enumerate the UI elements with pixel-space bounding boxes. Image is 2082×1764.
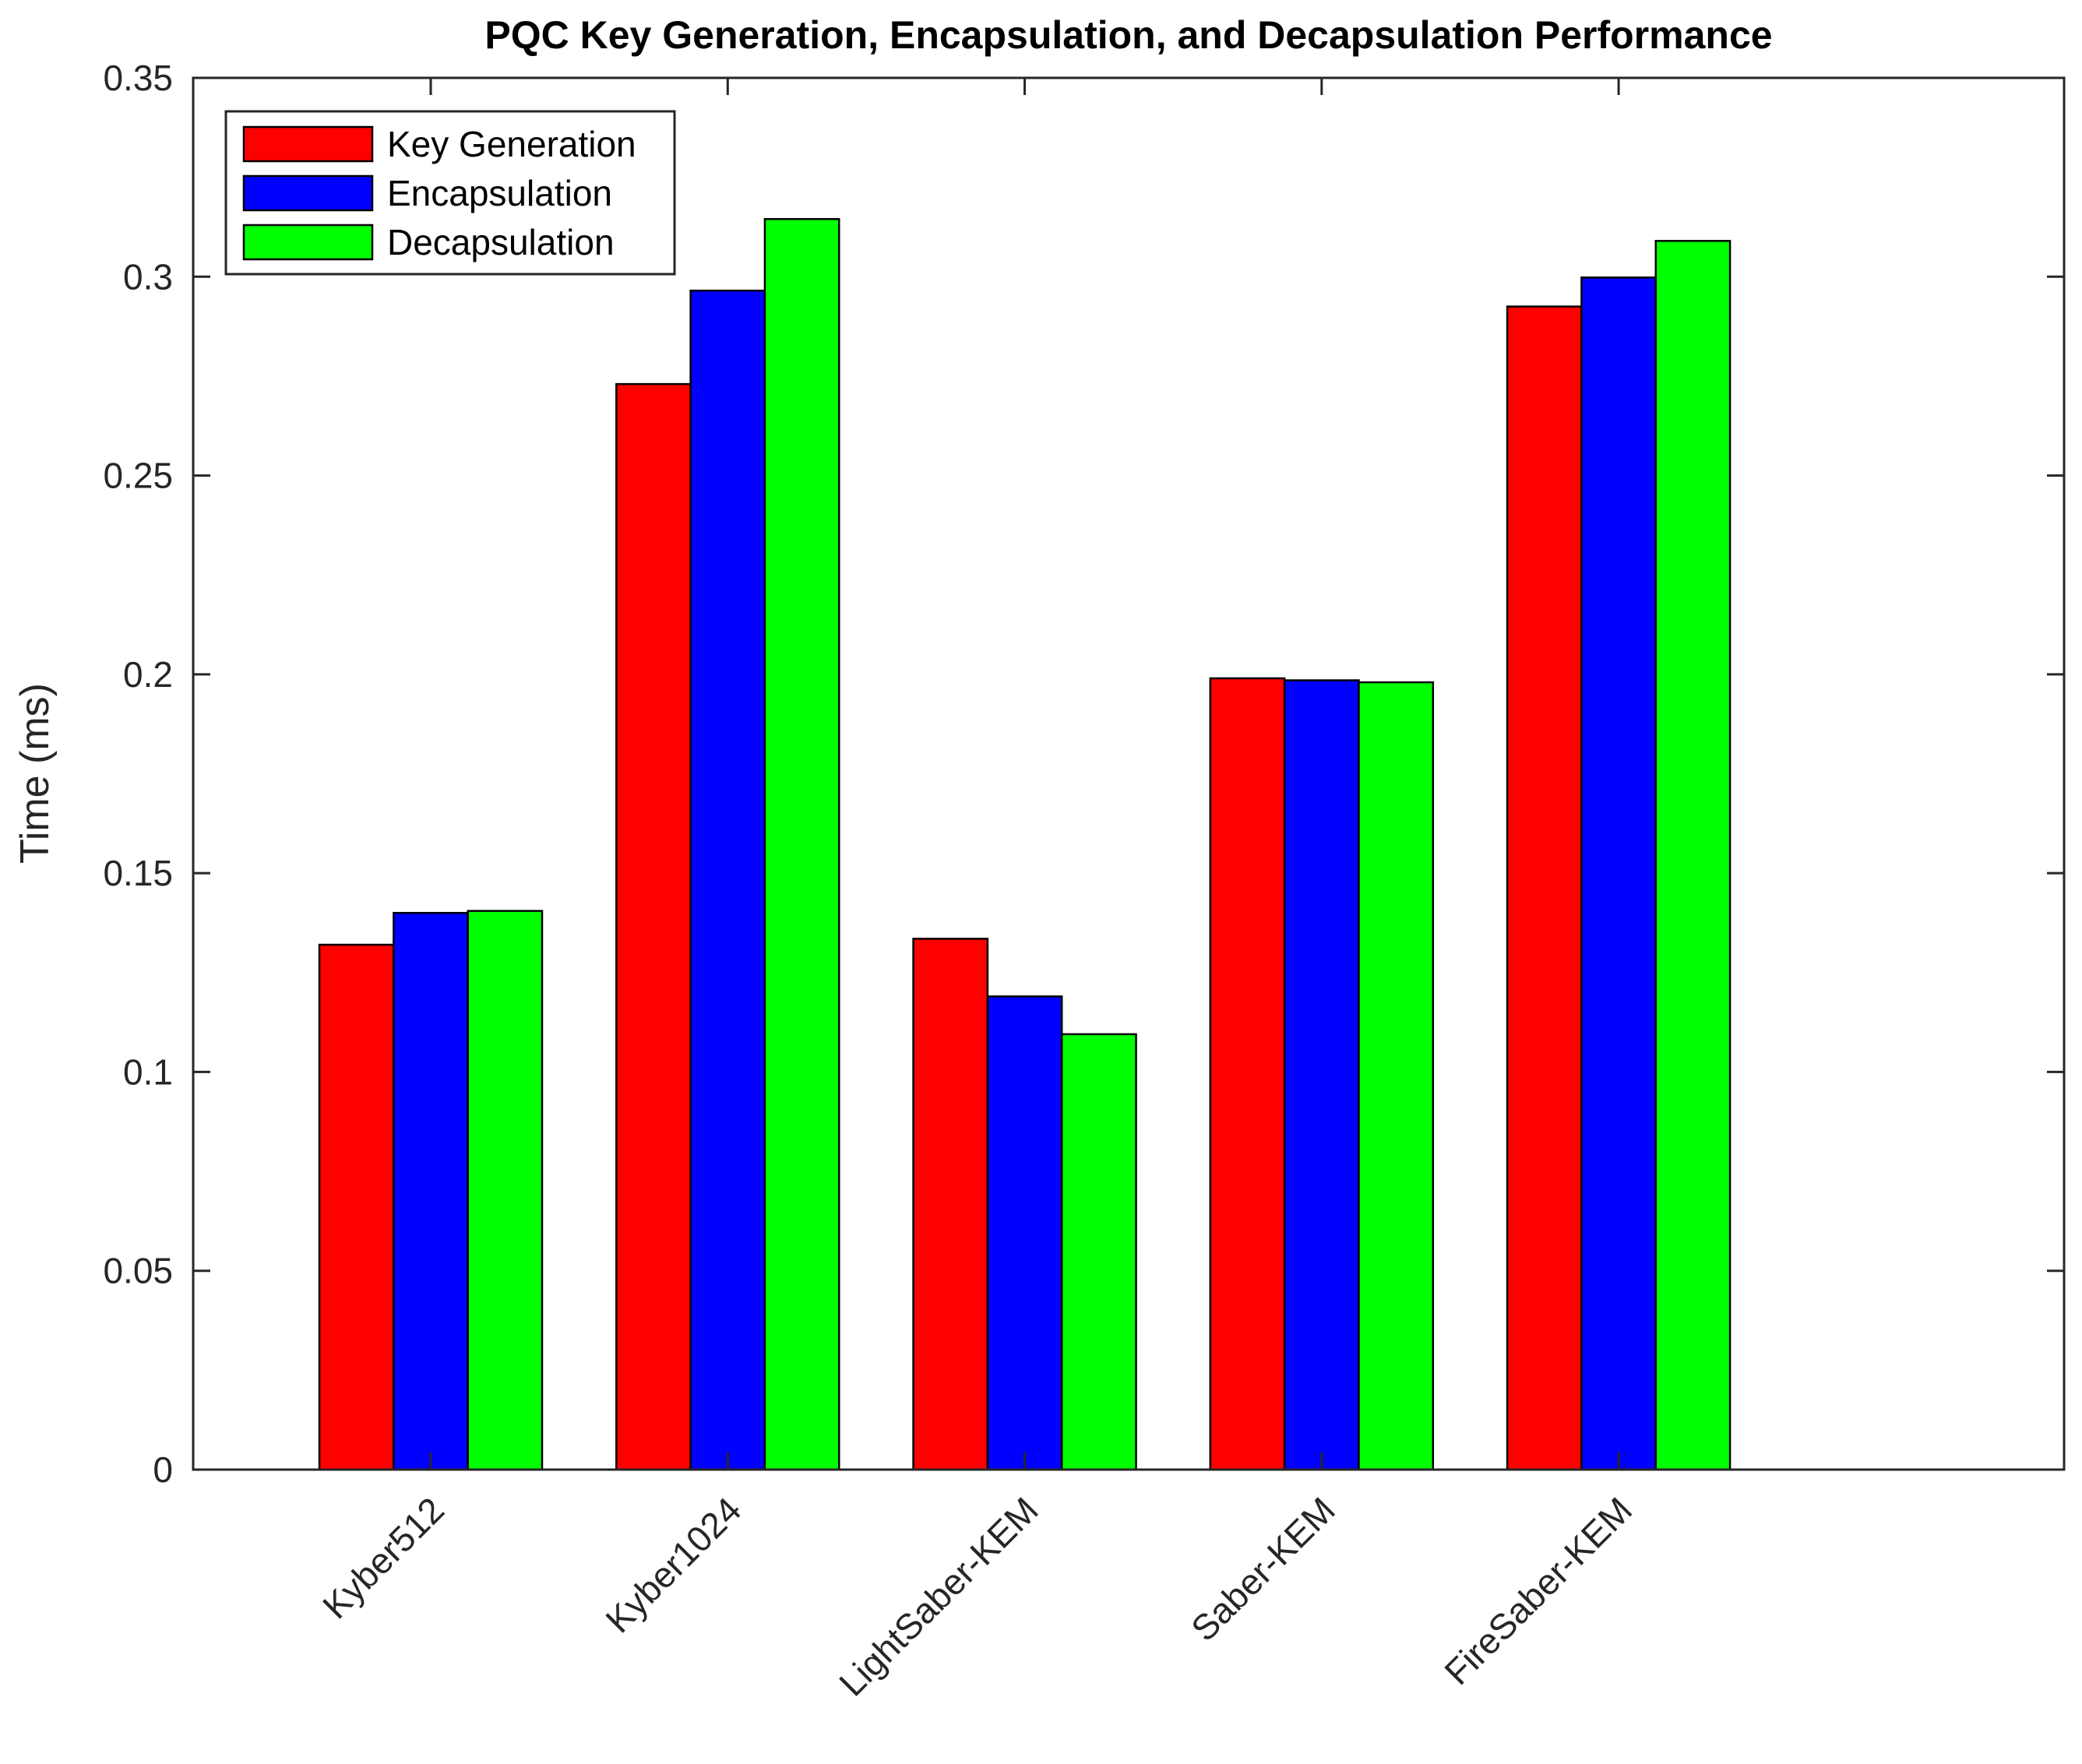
bar-kyber512-decapsulation	[467, 910, 544, 1471]
bar-kyber1024-encapsulation	[689, 289, 766, 1471]
legend-label-key-generation: Key Generation	[387, 124, 636, 164]
legend-swatch-decapsulation	[242, 224, 374, 261]
bar-lightsaber-kem-encapsulation	[986, 995, 1063, 1471]
bar-lightsaber-kem-key-generation	[912, 938, 989, 1471]
y-axis-label: Time (ms)	[12, 683, 58, 864]
bar-group	[318, 218, 1731, 1471]
bar-lightsaber-kem-decapsulation	[1060, 1033, 1137, 1471]
legend-swatch-key-generation	[242, 125, 374, 163]
bar-kyber512-key-generation	[318, 943, 395, 1471]
legend-swatch-encapsulation	[242, 174, 374, 212]
legend: Key Generation Encapsulation Decapsulation	[224, 110, 676, 276]
bar-firesaber-kem-key-generation	[1506, 305, 1583, 1471]
bar-kyber1024-decapsulation	[763, 218, 840, 1471]
chart-title: PQC Key Generation, Encapsulation, and D…	[484, 13, 1772, 57]
bar-firesaber-kem-decapsulation	[1654, 240, 1731, 1471]
bar-saber-kem-decapsulation	[1358, 681, 1435, 1471]
y-tick-label: 0.3	[123, 256, 173, 297]
bar-kyber1024-key-generation	[615, 382, 692, 1471]
bar-saber-kem-key-generation	[1209, 677, 1286, 1471]
bar-firesaber-kem-encapsulation	[1580, 276, 1657, 1471]
bar-kyber512-encapsulation	[393, 911, 469, 1471]
legend-label-decapsulation: Decapsulation	[387, 222, 615, 262]
y-tick-label: 0.15	[103, 853, 173, 893]
y-tick-label: 0.25	[103, 456, 173, 496]
axes-frame	[192, 76, 2066, 1471]
bar-saber-kem-encapsulation	[1283, 679, 1360, 1471]
legend-label-encapsulation: Encapsulation	[387, 173, 612, 213]
y-tick-label: 0.05	[103, 1251, 173, 1291]
y-tick-label: 0.2	[123, 654, 173, 695]
y-tick-label: 0.1	[123, 1051, 173, 1092]
y-axis-ticks: 0 0.05 0.1 0.15 0.2 0.25 0.3 0.35	[103, 58, 2064, 1490]
y-tick-label: 0	[153, 1449, 173, 1490]
y-tick-label: 0.35	[103, 58, 173, 98]
